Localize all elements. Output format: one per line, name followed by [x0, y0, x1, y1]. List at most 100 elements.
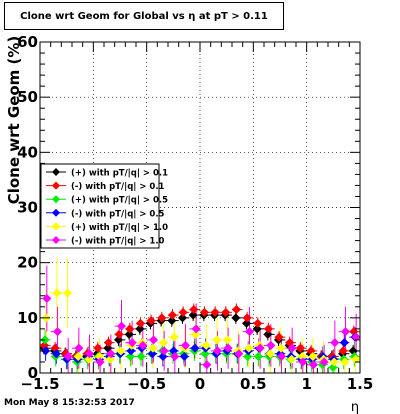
data-point [52, 288, 62, 298]
data-point [179, 351, 189, 361]
data-point [178, 313, 187, 323]
data-point [116, 346, 126, 356]
data-point [210, 307, 220, 317]
timestamp: Mon May 8 15:32:53 2017 [4, 398, 135, 408]
data-point [159, 338, 169, 348]
x-tick-label: −1.5 [20, 375, 59, 393]
data-point [309, 360, 318, 370]
data-point [221, 307, 231, 317]
data-point [265, 349, 275, 359]
data-point [330, 338, 340, 348]
data-point [125, 324, 135, 334]
data-point [135, 318, 145, 328]
data-point [277, 351, 286, 361]
data-point [191, 324, 201, 334]
data-point [243, 351, 253, 361]
x-axis-label: η [351, 400, 359, 414]
data-markers [39, 288, 361, 372]
x-tick-label: 1 [301, 375, 311, 393]
data-point [42, 294, 52, 304]
data-point [234, 349, 244, 359]
legend: (+) with pT/|q| > 0.1 (-) with pT/|q| > 0… [40, 163, 168, 249]
legend-marker [52, 222, 60, 231]
data-point [125, 351, 135, 361]
data-point [188, 310, 198, 320]
data-point [202, 360, 212, 370]
data-point [242, 313, 252, 323]
y-tick-label: 30 [17, 199, 38, 217]
data-point [157, 313, 167, 323]
data-point [114, 329, 124, 339]
data-point [126, 346, 136, 356]
data-point [338, 346, 348, 356]
data-point [135, 324, 145, 334]
data-point [106, 349, 116, 359]
data-point [63, 351, 73, 361]
data-point [295, 343, 305, 353]
y-tick-label: 40 [17, 143, 38, 161]
data-point [73, 351, 83, 361]
data-point [276, 343, 286, 353]
data-point [213, 346, 222, 356]
data-point [231, 305, 241, 315]
data-point [351, 332, 361, 342]
y-tick-label: 20 [17, 254, 38, 272]
data-point [298, 357, 308, 367]
data-point [105, 354, 115, 364]
y-tick-label: 0 [28, 364, 38, 382]
data-point [223, 335, 233, 345]
data-point [167, 310, 177, 320]
data-point [103, 338, 113, 348]
data-point [117, 321, 126, 331]
chart-title-text: Clone wrt Geom for Global vs η at pT > 0… [20, 10, 268, 22]
data-point [201, 340, 211, 350]
data-point [53, 327, 62, 337]
data-point [93, 343, 103, 353]
data-point [74, 343, 84, 353]
data-point [170, 351, 180, 361]
data-point [95, 357, 105, 367]
data-point [191, 329, 201, 339]
data-point [159, 346, 169, 356]
legend-marker [52, 195, 60, 204]
x-tick-label: 0.5 [240, 375, 267, 393]
data-point [84, 354, 94, 364]
y-axis-label: Clone wrt Geom (%) [5, 36, 23, 205]
data-point [149, 335, 158, 345]
legend-label: (-) with pT/|q| > 0.1 [71, 182, 165, 192]
legend-label: (+) with pT/|q| > 1.0 [71, 223, 168, 233]
data-point [245, 327, 254, 337]
data-point [51, 349, 61, 359]
data-point [41, 346, 51, 356]
data-point [297, 351, 307, 361]
y-tick-label: 10 [17, 309, 38, 327]
data-point [114, 335, 123, 345]
data-point [319, 357, 329, 367]
data-point [255, 343, 265, 353]
data-point [138, 340, 148, 350]
data-point [167, 316, 177, 326]
data-point [200, 349, 210, 359]
data-point [95, 351, 105, 361]
y-tick-label: 60 [17, 33, 38, 51]
data-point [178, 307, 188, 317]
data-point [63, 288, 73, 298]
legend-box [40, 163, 160, 249]
legend-label: (+) with pT/|q| > 0.5 [71, 196, 168, 206]
legend-marker [52, 236, 60, 244]
data-point [341, 327, 350, 337]
data-point [136, 351, 146, 361]
legend-marker [52, 181, 60, 190]
data-point [181, 340, 190, 350]
legend-label: (-) with pT/|q| > 1.0 [71, 237, 165, 247]
data-point [266, 340, 276, 350]
data-point [340, 357, 350, 367]
data-point [146, 316, 156, 326]
data-point [339, 338, 349, 348]
data-point [223, 343, 233, 353]
y-tick-label: 50 [17, 88, 38, 106]
data-point [351, 354, 361, 364]
data-point [190, 343, 200, 353]
legend-marker [52, 208, 60, 217]
data-point [189, 305, 199, 315]
